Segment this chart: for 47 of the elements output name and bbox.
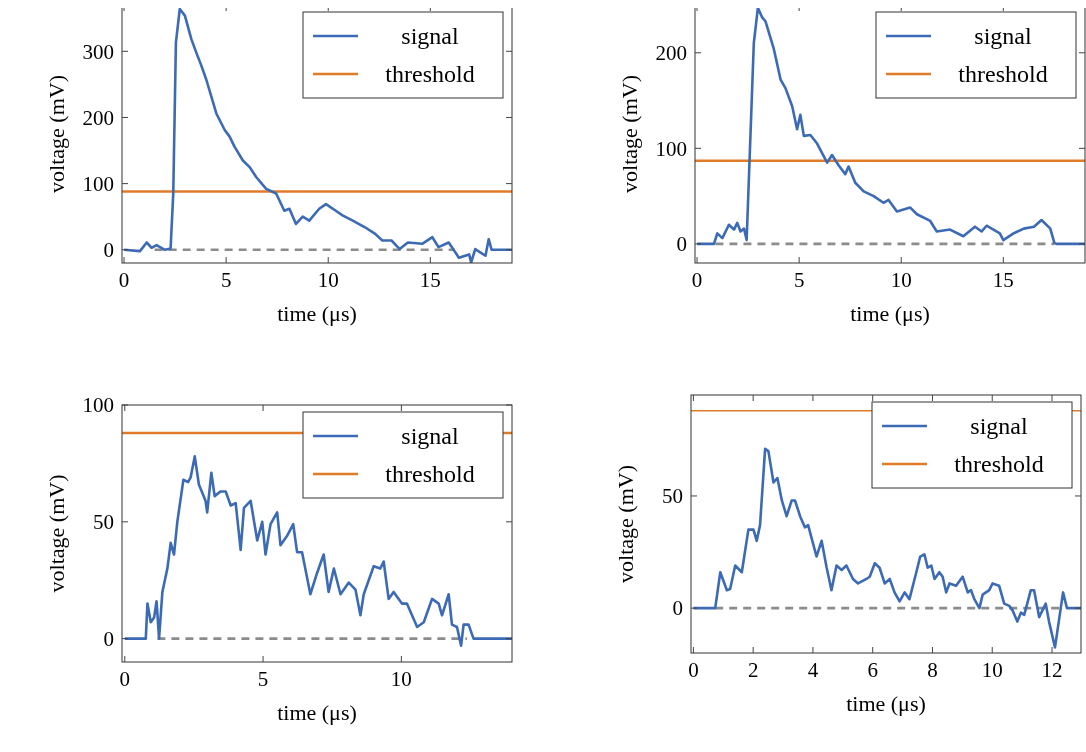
x-tick-label: 5 xyxy=(257,667,269,691)
x-tick-label: 10 xyxy=(981,658,1003,682)
x-axis-title: time (μs) xyxy=(277,700,357,725)
x-axis-title: time (μs) xyxy=(277,301,357,326)
y-tick-label: 100 xyxy=(655,136,687,161)
x-tick-label: 0 xyxy=(118,268,130,292)
x-tick-label: 10 xyxy=(390,667,412,691)
legend-label: signal xyxy=(401,423,459,450)
y-tick-label: 0 xyxy=(672,596,683,621)
legend-label: signal xyxy=(401,23,459,50)
x-tick-label: 15 xyxy=(992,268,1014,292)
legend-label: threshold xyxy=(385,461,475,488)
x-tick-label: 12 xyxy=(1041,658,1063,682)
x-tick-label: 0 xyxy=(691,268,703,292)
y-tick-label: 200 xyxy=(82,105,114,130)
x-tick-label: 6 xyxy=(867,658,878,682)
y-tick-label: 0 xyxy=(676,232,687,257)
x-tick-label: 5 xyxy=(793,268,805,292)
legend-label: threshold xyxy=(954,451,1044,478)
x-tick-label: 0 xyxy=(119,667,131,691)
legend-label: signal xyxy=(970,413,1028,440)
y-axis-title: voltage (mV) xyxy=(44,474,69,593)
y-axis-title: voltage (mV) xyxy=(44,75,69,193)
x-tick-label: 10 xyxy=(317,268,339,292)
y-tick-label: 0 xyxy=(103,626,114,651)
x-axis-title: time (μs) xyxy=(846,691,926,716)
y-axis-title: voltage (mV) xyxy=(613,465,638,583)
legend-label: signal xyxy=(974,23,1032,50)
y-tick-label: 300 xyxy=(82,39,114,64)
y-tick-label: 0 xyxy=(103,238,114,263)
x-tick-label: 2 xyxy=(747,658,759,682)
y-axis-title: voltage (mV) xyxy=(617,75,642,193)
x-tick-label: 15 xyxy=(419,268,441,292)
y-tick-label: 100 xyxy=(82,171,114,196)
legend-label: threshold xyxy=(385,61,475,88)
y-tick-label: 200 xyxy=(655,41,687,66)
legend-label: threshold xyxy=(958,61,1048,88)
x-tick-label: 4 xyxy=(807,658,819,682)
x-axis-title: time (μs) xyxy=(850,301,930,326)
y-tick-label: 50 xyxy=(662,484,683,509)
line-series xyxy=(122,8,512,263)
line-series xyxy=(123,455,512,647)
x-tick-label: 10 xyxy=(890,268,912,292)
x-tick-label: 5 xyxy=(220,268,232,292)
y-tick-label: 50 xyxy=(93,510,114,535)
x-tick-label: 8 xyxy=(927,658,938,682)
y-tick-label: 100 xyxy=(82,393,114,418)
